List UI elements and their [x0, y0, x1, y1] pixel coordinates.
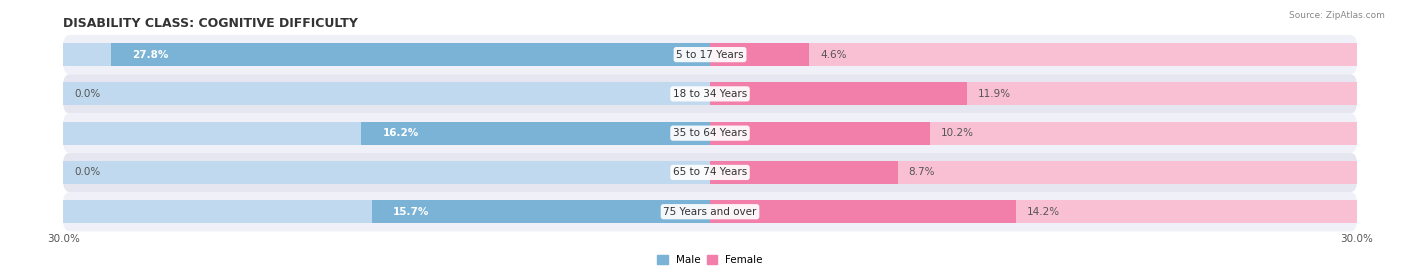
Legend: Male, Female: Male, Female	[652, 251, 768, 269]
Bar	[710, 122, 929, 144]
Text: 27.8%: 27.8%	[132, 49, 169, 60]
Text: 65 to 74 Years: 65 to 74 Years	[673, 167, 747, 178]
Text: Source: ZipAtlas.com: Source: ZipAtlas.com	[1289, 11, 1385, 20]
Bar	[361, 122, 710, 144]
Bar	[710, 83, 966, 105]
Text: 11.9%: 11.9%	[977, 89, 1011, 99]
Bar	[710, 200, 1017, 223]
FancyBboxPatch shape	[63, 35, 1357, 74]
Bar	[710, 43, 1357, 66]
Bar	[63, 122, 710, 144]
Text: 35 to 64 Years: 35 to 64 Years	[673, 128, 747, 138]
FancyBboxPatch shape	[63, 192, 1357, 231]
Bar	[371, 200, 710, 223]
FancyBboxPatch shape	[63, 74, 1357, 114]
Bar	[63, 83, 710, 105]
Text: 8.7%: 8.7%	[908, 167, 935, 178]
Bar	[710, 83, 1357, 105]
Text: 16.2%: 16.2%	[382, 128, 419, 138]
Text: 10.2%: 10.2%	[941, 128, 974, 138]
FancyBboxPatch shape	[63, 114, 1357, 153]
Text: 75 Years and over: 75 Years and over	[664, 207, 756, 217]
Bar	[63, 43, 710, 66]
Bar	[710, 122, 1357, 144]
Text: 18 to 34 Years: 18 to 34 Years	[673, 89, 747, 99]
Text: 0.0%: 0.0%	[75, 89, 100, 99]
Bar	[710, 200, 1357, 223]
Text: 14.2%: 14.2%	[1026, 207, 1060, 217]
Bar	[63, 161, 710, 184]
Bar	[710, 43, 810, 66]
FancyBboxPatch shape	[63, 153, 1357, 192]
Text: 4.6%: 4.6%	[820, 49, 846, 60]
Text: 5 to 17 Years: 5 to 17 Years	[676, 49, 744, 60]
Text: DISABILITY CLASS: COGNITIVE DIFFICULTY: DISABILITY CLASS: COGNITIVE DIFFICULTY	[63, 17, 359, 30]
Bar	[111, 43, 710, 66]
Bar	[63, 200, 710, 223]
Text: 0.0%: 0.0%	[75, 167, 100, 178]
Text: 15.7%: 15.7%	[394, 207, 429, 217]
Bar	[710, 161, 897, 184]
Bar	[710, 161, 1357, 184]
